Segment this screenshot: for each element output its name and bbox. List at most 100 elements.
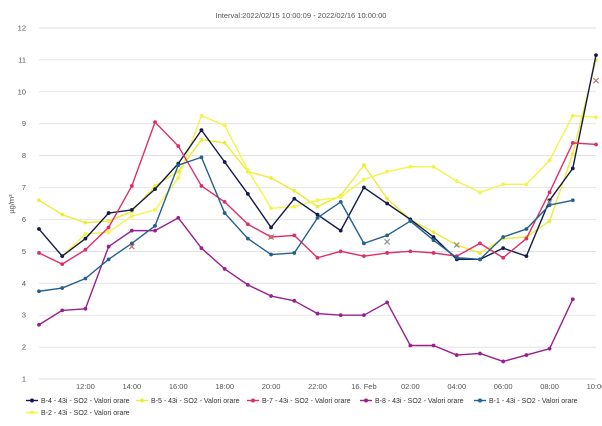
data-point (431, 343, 436, 348)
data-point (315, 212, 320, 217)
data-point (60, 262, 65, 267)
data-point (199, 137, 204, 142)
series-4 (37, 120, 598, 267)
x-tick-label: 04:00 (447, 382, 466, 391)
series-line (61, 115, 597, 257)
legend-item: B-5 - 43i - SO2 - Valori orare (136, 398, 240, 405)
data-point (362, 177, 366, 182)
data-point (106, 230, 111, 235)
data-point (524, 236, 529, 241)
data-point (431, 230, 436, 235)
data-point (129, 228, 134, 233)
data-point (338, 195, 343, 200)
data-point (129, 184, 134, 188)
legend-label: B-5 - 43i - SO2 - Valori orare (151, 398, 240, 405)
y-tick-label: 10 (18, 87, 26, 96)
data-point (245, 222, 250, 227)
data-point (129, 214, 134, 219)
data-point (362, 241, 366, 246)
data-point (594, 115, 598, 120)
annotation-stroke (592, 77, 600, 84)
legend: B-4 - 43i - SO2 - Valori orare B-5 - 43i … (26, 398, 578, 417)
data-point (176, 144, 181, 148)
data-point (83, 231, 88, 236)
data-point (338, 313, 343, 318)
data-point (60, 254, 65, 259)
data-point (431, 164, 436, 169)
data-point (408, 249, 413, 254)
data-point (501, 182, 506, 187)
data-point (106, 211, 111, 215)
y-tick-label: 4 (22, 279, 26, 288)
series-line (38, 59, 597, 254)
data-point (292, 298, 297, 303)
y-tick-label: 8 (22, 151, 26, 160)
data-point (315, 255, 320, 260)
y-tick-label: 1 (22, 375, 26, 384)
annotation-x-marker (384, 238, 391, 245)
data-point (176, 215, 181, 220)
data-point (106, 225, 111, 230)
data-point (37, 289, 41, 294)
data-point (315, 215, 320, 220)
data-point (269, 252, 273, 257)
data-point (222, 140, 227, 145)
legend-label: B-7 - 43i - SO2 - Valori orare (262, 398, 351, 405)
series-2 (60, 113, 598, 259)
data-point (408, 343, 413, 348)
data-point (338, 200, 343, 204)
annotation-stroke (268, 233, 275, 241)
data-point (524, 353, 529, 357)
series-line (38, 217, 574, 363)
data-point (408, 219, 413, 223)
data-point (547, 190, 552, 195)
data-point (37, 198, 41, 203)
data-point (83, 236, 88, 241)
data-point (129, 241, 134, 246)
data-point (153, 228, 157, 233)
data-point (362, 185, 366, 190)
data-point (501, 235, 506, 239)
data-point (83, 276, 88, 281)
data-point (153, 223, 157, 228)
data-point (547, 346, 552, 351)
data-point (478, 251, 482, 255)
data-point (199, 246, 204, 251)
data-point (524, 227, 529, 231)
x-tick-label: 14:00 (122, 382, 141, 391)
data-point (292, 196, 297, 201)
data-point (245, 192, 250, 196)
data-point (338, 249, 343, 254)
data-point (338, 228, 343, 233)
y-tick-label: 9 (22, 119, 26, 128)
series-3 (37, 53, 598, 262)
data-point (153, 187, 157, 192)
x-tick-label: 10:00 (587, 382, 602, 391)
data-point (199, 113, 204, 118)
data-point (594, 142, 598, 147)
legend-swatch-marker (364, 398, 368, 403)
x-tick-label: 20:00 (262, 382, 281, 391)
data-point (83, 220, 88, 225)
data-point (60, 286, 65, 290)
data-point (83, 247, 88, 252)
data-point (362, 254, 366, 259)
series-line (38, 121, 597, 265)
data-point (292, 204, 297, 209)
legend-swatch-marker (251, 398, 255, 403)
data-point (501, 246, 506, 251)
x-tick-label: 22:00 (308, 382, 327, 391)
legend-item: B-8 - 43i - SO2 - Valori orare (360, 398, 464, 405)
data-point (570, 297, 575, 302)
data-point (222, 200, 227, 204)
annotation-x-marker (128, 243, 135, 250)
x-tick-label: 18:00 (215, 382, 234, 391)
data-point (176, 163, 181, 168)
data-point (431, 251, 436, 255)
data-point (37, 322, 41, 327)
x-tick-label: 12:00 (76, 382, 95, 391)
data-point (478, 351, 482, 356)
data-point (153, 120, 157, 125)
